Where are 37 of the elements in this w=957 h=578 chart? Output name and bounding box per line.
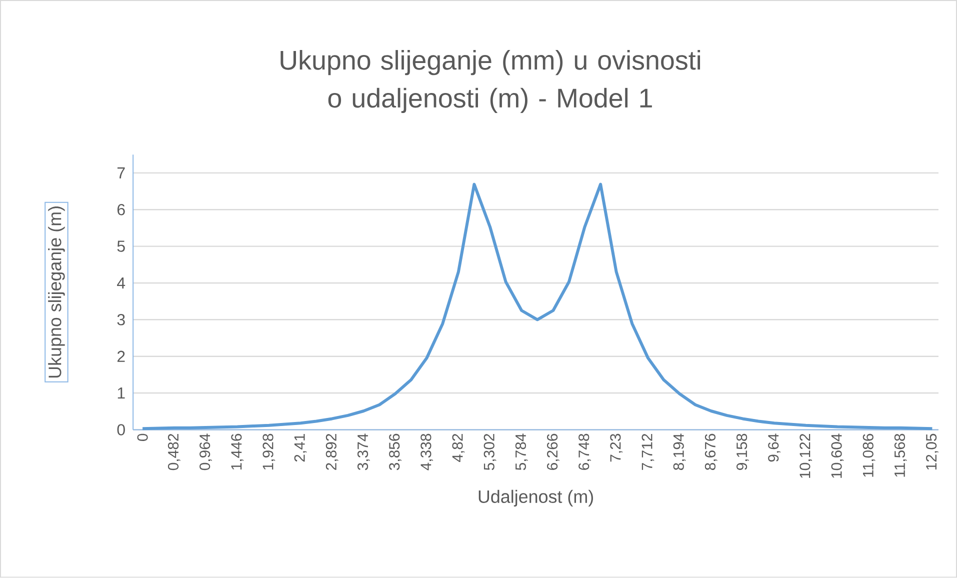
x-tick-label: 4,338: [420, 434, 433, 470]
y-tick-label: 2: [117, 350, 125, 362]
y-tick-label: 4: [117, 278, 126, 289]
x-tick-label: 1,928: [262, 434, 276, 470]
x-tick-label: 5,302: [484, 434, 496, 470]
x-tick-label: 2,41: [294, 434, 307, 462]
x-tick-label: 10,122: [800, 434, 812, 478]
y-tick-label: 1: [118, 388, 125, 399]
y-tick-label: 7: [117, 168, 125, 179]
x-tick-label: 9,64: [768, 434, 780, 462]
x-tick-label: 6,748: [578, 434, 591, 470]
x-tick-label: 10,604: [831, 434, 844, 478]
x-tick-label: 11,086: [862, 434, 876, 477]
y-tick-label: 6: [117, 204, 125, 216]
y-tick-label: 0: [117, 424, 125, 436]
y-axis-title: Ukupno slijeganje (m): [48, 206, 65, 378]
x-tick-label: 3,374: [357, 434, 370, 470]
x-tick-label: 4,82: [452, 434, 465, 462]
x-tick-label: 7,712: [642, 434, 654, 470]
x-tick-label: 6,266: [546, 434, 560, 470]
y-tick-label: 5: [117, 240, 125, 252]
x-tick-label: 0,482: [168, 434, 180, 470]
x-tick-label: 8,676: [704, 434, 718, 470]
x-tick-label: 1,446: [231, 434, 244, 470]
x-tick-label: 0: [137, 434, 148, 442]
x-axis-title: Udaljenost (m): [478, 490, 593, 507]
chart-title: Ukupno slijeganje (mm) u ovisnosti o udaljenosti (m) - Model 1: [280, 50, 700, 114]
x-tick-label: 11,568: [894, 434, 907, 477]
x-tick-label: 9,158: [736, 434, 749, 470]
x-tick-label: 3,856: [389, 434, 402, 470]
x-tick-label: 5,784: [515, 434, 528, 470]
x-tick-label: 7,23: [610, 434, 623, 462]
x-tick-label: 2,892: [326, 434, 338, 470]
x-tick-label: 8,194: [673, 434, 686, 470]
y-tick-label: 3: [117, 314, 125, 326]
x-tick-label: 0,964: [200, 434, 212, 470]
x-tick-label: 12,05: [926, 434, 938, 470]
